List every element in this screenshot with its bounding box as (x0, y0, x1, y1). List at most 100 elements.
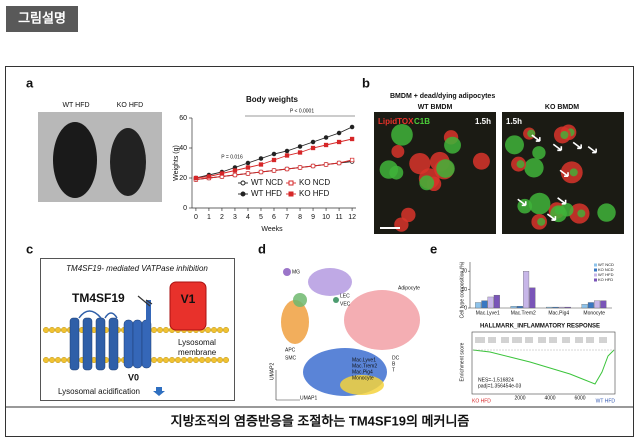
membrane-label: Lysosomal (178, 338, 216, 347)
cells (379, 123, 616, 232)
cell (391, 123, 413, 146)
lipid-head (43, 357, 50, 364)
point (245, 160, 251, 166)
lipid-head (156, 327, 163, 334)
point (284, 166, 290, 172)
bar (587, 302, 594, 309)
lipid-head (49, 327, 56, 334)
y-axis-label: Enrichment score (459, 342, 465, 381)
point (336, 139, 342, 145)
lipid-head (55, 357, 62, 364)
v1-label: V1 (181, 292, 196, 306)
panel-title: BMDM + dead/dying adipocytes (390, 93, 495, 100)
cell (444, 136, 461, 154)
annotation: P = 0.016 (221, 154, 243, 160)
photo-label: WT HFD (62, 102, 89, 109)
cell (505, 135, 524, 155)
point (232, 172, 238, 178)
cell (379, 160, 399, 179)
cell (436, 159, 455, 178)
point (336, 130, 342, 136)
cluster (283, 268, 291, 276)
cluster-label: Mac.Lyve1 (352, 357, 376, 363)
cluster-label: Adipocyte (398, 285, 420, 291)
cluster-label: VEC (340, 301, 351, 307)
cell (419, 175, 435, 191)
y-tick-label: 40 (179, 145, 187, 152)
x-tick-label: 4 (246, 214, 250, 221)
x-tick-label: 11 (335, 214, 342, 221)
cell (560, 203, 574, 217)
legend-label: KO HFD (299, 189, 329, 198)
bottom-label: Lysosomal acidification (58, 387, 140, 396)
arrow (559, 169, 569, 178)
arrow (572, 141, 582, 150)
point (232, 168, 238, 173)
point (271, 168, 277, 173)
cluster-label: T (392, 367, 395, 373)
helix (82, 317, 93, 371)
x-tick-label: 0 (194, 214, 198, 221)
point (245, 171, 251, 176)
stalk (146, 300, 151, 322)
lipid-head (150, 357, 157, 364)
x-tick-label: Monocyte (583, 310, 605, 316)
bar (600, 300, 607, 309)
arrow (552, 143, 563, 152)
point (310, 139, 316, 145)
time-label: 1.5h (506, 117, 522, 126)
legend-swatch (594, 273, 597, 277)
v0-subunit (123, 319, 134, 369)
point (336, 160, 342, 166)
lipid-head (222, 327, 229, 334)
bar (516, 306, 523, 309)
cluster (281, 300, 309, 344)
lipid-head (49, 357, 56, 364)
cell (524, 158, 544, 178)
legend-label: KO NCD (299, 178, 330, 187)
cell (401, 207, 416, 223)
down-arrow (153, 387, 165, 396)
cell-core (569, 168, 578, 177)
legend-label: KO HFD (598, 277, 613, 282)
mouse (110, 128, 146, 196)
stain-label: LipidTOX (378, 117, 414, 126)
lipid-head (150, 327, 157, 334)
bar (523, 271, 530, 309)
membrane-label: membrane (178, 348, 217, 357)
cell (409, 152, 431, 175)
cluster-label: APC (285, 347, 296, 353)
photo-label: KO HFD (117, 102, 143, 109)
lipid-head (216, 357, 223, 364)
gsea-title: HALLMARK_INFLAMMATORY RESPONSE (480, 324, 600, 330)
legend-label: WT HFD (598, 272, 614, 277)
figure-border (5, 66, 634, 437)
lipid-head (162, 327, 169, 334)
x-tick-label: Mac.Trem2 (511, 310, 536, 316)
enrichment-curve (472, 349, 615, 385)
legend-marker (240, 180, 246, 186)
x-tick-label: Mac.Pig4 (548, 310, 569, 316)
arrow (546, 213, 557, 221)
cluster (333, 297, 339, 303)
cell-core (560, 130, 569, 139)
protein-label: TM4SF19 (72, 291, 125, 305)
lipid-head (156, 357, 163, 364)
x-tick-label: 6000 (574, 395, 585, 401)
loop (78, 310, 118, 319)
inhibition-arrow (137, 295, 153, 307)
cluster-label: Mac.Trem2 (352, 363, 377, 369)
cluster-label: DC (392, 355, 400, 361)
x-tick-label: 2 (220, 214, 224, 221)
point (206, 174, 212, 179)
point (323, 135, 329, 140)
lipid-head (192, 357, 199, 364)
arrow (587, 145, 597, 154)
x-tick-label: 9 (311, 214, 315, 221)
x-tick-label: 3 (233, 214, 237, 221)
legend-label: WT NCD (251, 178, 283, 187)
cluster-label: Monocyte (352, 375, 374, 381)
image-label: KO BMDM (545, 104, 579, 111)
point (245, 165, 251, 170)
point (219, 171, 225, 176)
